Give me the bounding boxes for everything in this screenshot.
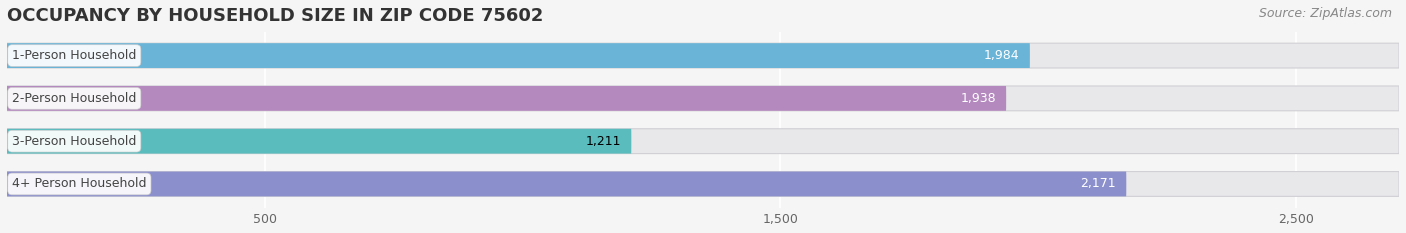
Text: 4+ Person Household: 4+ Person Household [13, 178, 146, 190]
Text: OCCUPANCY BY HOUSEHOLD SIZE IN ZIP CODE 75602: OCCUPANCY BY HOUSEHOLD SIZE IN ZIP CODE … [7, 7, 543, 25]
Text: 1-Person Household: 1-Person Household [13, 49, 136, 62]
FancyBboxPatch shape [7, 43, 1399, 68]
Text: 2-Person Household: 2-Person Household [13, 92, 136, 105]
Text: 1,211: 1,211 [585, 135, 621, 148]
FancyBboxPatch shape [7, 129, 631, 154]
Text: 1,938: 1,938 [960, 92, 995, 105]
FancyBboxPatch shape [7, 171, 1126, 196]
Text: 3-Person Household: 3-Person Household [13, 135, 136, 148]
FancyBboxPatch shape [7, 86, 1399, 111]
Text: 1,984: 1,984 [984, 49, 1019, 62]
FancyBboxPatch shape [7, 129, 1399, 154]
FancyBboxPatch shape [7, 171, 1399, 196]
FancyBboxPatch shape [7, 86, 1007, 111]
Text: 2,171: 2,171 [1080, 178, 1116, 190]
Text: Source: ZipAtlas.com: Source: ZipAtlas.com [1258, 7, 1392, 20]
FancyBboxPatch shape [7, 43, 1029, 68]
